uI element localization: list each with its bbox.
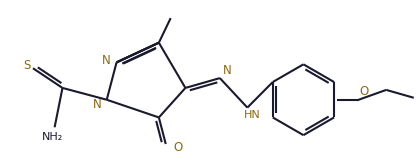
Text: HN: HN <box>244 111 261 120</box>
Text: NH₂: NH₂ <box>42 132 63 142</box>
Text: N: N <box>223 64 232 77</box>
Text: O: O <box>173 141 182 154</box>
Text: N: N <box>92 98 101 111</box>
Text: O: O <box>359 85 368 98</box>
Text: N: N <box>102 54 111 67</box>
Text: S: S <box>24 59 31 72</box>
